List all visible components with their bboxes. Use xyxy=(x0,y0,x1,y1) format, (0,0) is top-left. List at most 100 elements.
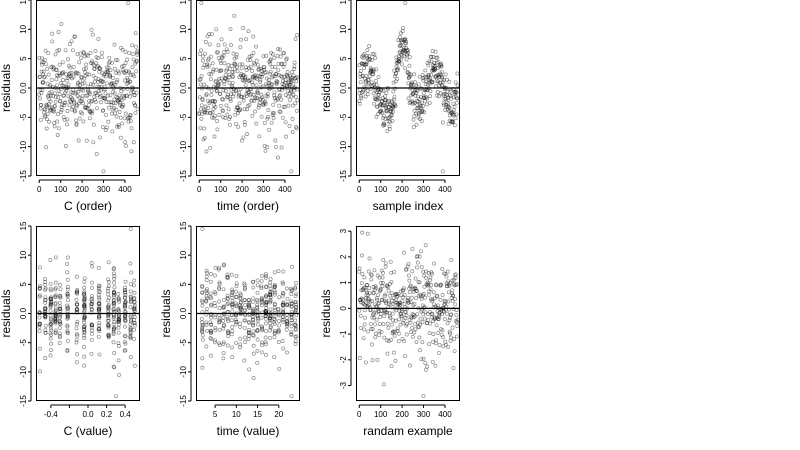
residual-point xyxy=(217,76,222,81)
residual-point xyxy=(43,313,48,318)
residual-point xyxy=(210,69,215,74)
residual-point xyxy=(371,291,376,296)
residual-point xyxy=(255,90,260,95)
residual-point xyxy=(128,325,133,330)
residual-point xyxy=(404,57,409,62)
residual-point xyxy=(276,312,281,317)
residual-point xyxy=(409,315,414,320)
residual-point xyxy=(98,67,103,72)
residual-point xyxy=(89,301,94,306)
residual-point xyxy=(82,276,87,281)
residual-point xyxy=(89,296,94,301)
residual-point xyxy=(424,282,429,287)
residual-point xyxy=(131,57,136,62)
residual-point xyxy=(383,264,388,269)
residual-point xyxy=(82,315,87,320)
residual-point xyxy=(450,325,455,330)
residual-point xyxy=(401,48,406,53)
residual-point xyxy=(112,42,117,47)
residual-point xyxy=(72,35,77,39)
residual-point xyxy=(264,312,269,317)
residual-point xyxy=(382,314,387,319)
residual-point xyxy=(46,94,50,99)
residual-point xyxy=(117,322,121,327)
residual-point xyxy=(270,52,275,57)
residual-point xyxy=(376,74,381,79)
residual-point xyxy=(410,92,415,97)
residual-point xyxy=(66,57,70,62)
residual-point xyxy=(388,259,393,264)
residual-point xyxy=(208,353,213,358)
residual-point xyxy=(57,282,62,287)
residual-point xyxy=(374,114,379,119)
residual-point xyxy=(260,325,265,330)
residual-point xyxy=(424,275,429,280)
residual-point xyxy=(389,98,394,103)
residual-point xyxy=(94,91,99,96)
residual-point xyxy=(64,72,69,77)
y-axis-title: residuals xyxy=(0,289,13,337)
residual-point xyxy=(268,280,273,285)
residual-point xyxy=(272,283,277,287)
residual-point xyxy=(294,291,299,296)
y-tick-label: -5 xyxy=(19,113,28,121)
residual-point xyxy=(441,335,446,340)
residual-point xyxy=(49,322,54,327)
residual-point xyxy=(394,60,399,65)
residual-point xyxy=(257,101,262,105)
residual-point xyxy=(274,80,279,85)
residual-point xyxy=(225,272,230,277)
residual-point xyxy=(200,330,205,334)
residual-point xyxy=(123,315,127,320)
residual-point xyxy=(129,149,134,154)
residual-point xyxy=(360,62,365,67)
residual-point xyxy=(380,103,385,108)
residual-point xyxy=(221,323,226,328)
residual-point xyxy=(437,74,442,79)
residual-point xyxy=(267,293,272,298)
residual-point xyxy=(440,266,445,271)
residual-point xyxy=(125,86,130,91)
residual-point xyxy=(108,93,113,98)
residual-point xyxy=(373,56,378,60)
residual-point xyxy=(230,302,235,307)
residual-point xyxy=(390,106,395,110)
residual-point xyxy=(449,96,454,101)
y-axis-title: residuals xyxy=(0,64,13,112)
residual-point xyxy=(434,323,439,328)
residual-point xyxy=(111,100,116,105)
residual-point xyxy=(132,74,137,79)
residual-point xyxy=(451,101,456,106)
residual-point xyxy=(90,108,95,113)
residual-point xyxy=(209,88,214,93)
residual-point xyxy=(272,321,277,326)
y-tick-label: 0.0 xyxy=(179,82,188,94)
residual-point xyxy=(43,62,48,67)
residual-point xyxy=(198,107,203,112)
residual-point xyxy=(53,331,58,336)
residual-point xyxy=(433,64,438,69)
residual-point xyxy=(292,67,297,71)
residual-point xyxy=(39,91,44,96)
residual-point xyxy=(73,70,78,75)
residual-point xyxy=(102,73,106,78)
residual-point xyxy=(262,120,267,125)
residual-point xyxy=(415,312,420,317)
residual-point xyxy=(230,355,235,360)
residual-point xyxy=(419,249,423,254)
residual-point xyxy=(437,312,442,317)
residual-point xyxy=(77,60,82,65)
residual-point xyxy=(102,85,107,90)
residual-point xyxy=(212,340,217,345)
residual-point xyxy=(82,297,87,302)
residual-point xyxy=(132,321,137,326)
residual-point xyxy=(82,291,87,296)
residual-point xyxy=(255,299,260,304)
residual-point xyxy=(420,303,425,308)
residual-point xyxy=(43,323,48,328)
residual-point xyxy=(246,320,251,324)
residual-point xyxy=(388,108,393,113)
residual-point xyxy=(426,318,430,323)
residual-point xyxy=(97,66,102,71)
residual-point xyxy=(407,290,412,295)
